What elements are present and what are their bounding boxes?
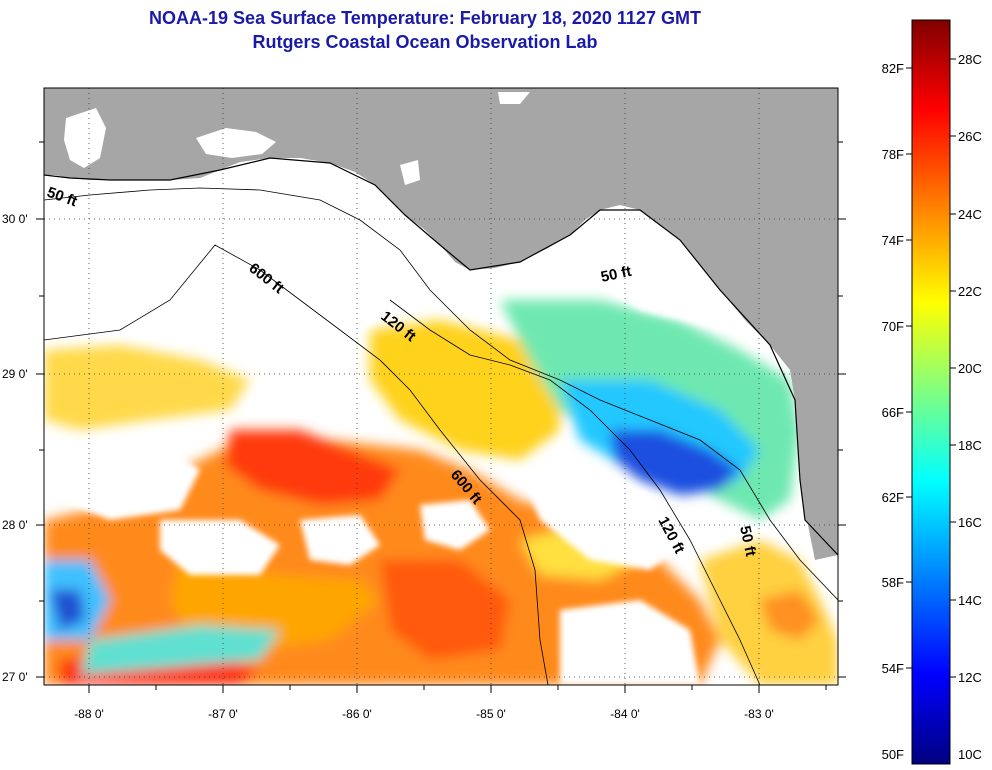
cloud-mask	[44, 230, 790, 685]
lon-tick-label: -84 0'	[610, 707, 640, 721]
contour-label-50ft-bigbend: 50 ft	[599, 263, 633, 286]
colorbar-c-label: 16C	[958, 515, 982, 530]
colorbar: 82F 78F 74F 70F 66F 62F 58F 54F 50F 28C …	[882, 19, 982, 765]
colorbar-c-label: 26C	[958, 129, 982, 144]
colorbar-c-label: 22C	[958, 284, 982, 299]
colorbar-f-label: 74F	[882, 233, 904, 248]
land	[44, 88, 838, 560]
colorbar-c-label: 20C	[958, 361, 982, 376]
map-frame	[43, 87, 839, 686]
colorbar-c-label: 10C	[958, 747, 982, 762]
lon-tick-label: -88 0'	[74, 707, 104, 721]
colorbar-c-label: 24C	[958, 207, 982, 222]
colorbar-f-label: 54F	[882, 661, 904, 676]
coastline	[44, 157, 838, 556]
lat-tick-label: 28 0'	[2, 518, 28, 532]
sst-field	[44, 300, 838, 685]
colorbar-f-label: 66F	[882, 405, 904, 420]
colorbar-f-label: 62F	[882, 490, 904, 505]
lon-tick-label: -87 0'	[208, 707, 238, 721]
lat-tick-label: 30 0'	[2, 212, 28, 226]
colorbar-f-label: 82F	[882, 61, 904, 76]
lon-tick-label: -86 0'	[342, 707, 372, 721]
colorbar-c-label: 18C	[958, 438, 982, 453]
frame-ticks	[36, 141, 846, 693]
bathymetry-contours	[44, 187, 838, 685]
colorbar-f-label: 50F	[882, 747, 904, 762]
colorbar-f-label: 58F	[882, 575, 904, 590]
lat-tick-label: 29 0'	[2, 367, 28, 381]
colorbar-gradient	[911, 19, 951, 765]
lon-tick-label: -85 0'	[476, 707, 506, 721]
colorbar-c-label: 28C	[958, 52, 982, 67]
colorbar-c-label: 12C	[958, 670, 982, 685]
map-title: NOAA-19 Sea Surface Temperature: Februar…	[149, 8, 701, 28]
lat-tick-label: 27 0'	[2, 670, 28, 684]
colorbar-f-label: 78F	[882, 147, 904, 162]
colorbar-c-label: 14C	[958, 593, 982, 608]
contour-label-50ft-south: 50 ft	[736, 524, 759, 558]
colorbar-f-label: 70F	[882, 319, 904, 334]
map-plot-area: 50 ft 600 ft 120 ft 50 ft 600 ft 120 ft …	[44, 88, 838, 685]
map-subtitle: Rutgers Coastal Ocean Observation Lab	[252, 32, 598, 52]
lon-tick-label: -83 0'	[744, 707, 774, 721]
